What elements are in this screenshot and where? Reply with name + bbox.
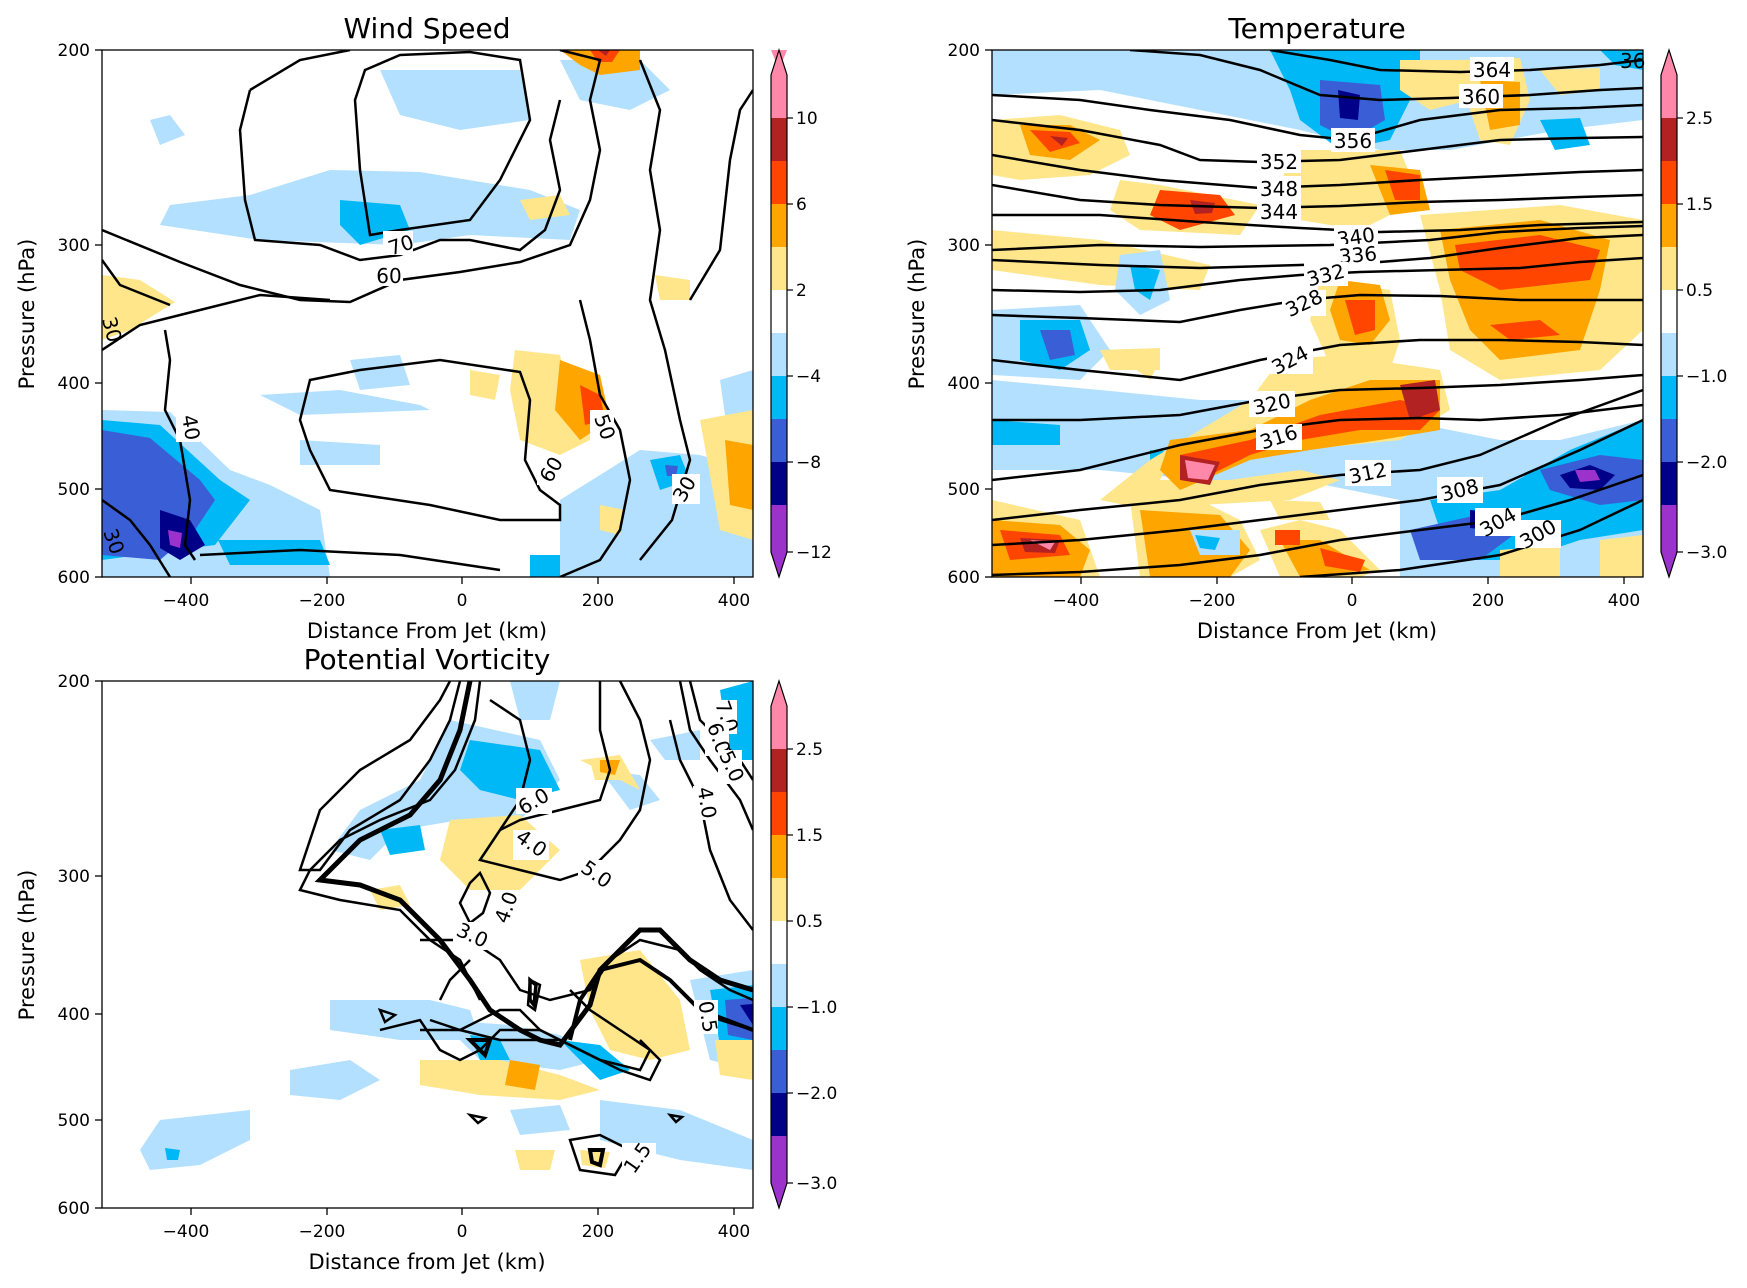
pv-x-tick-2: −200 bbox=[299, 1222, 346, 1242]
wind-speed-title: Wind Speed bbox=[343, 12, 510, 45]
potential-vorticity-panel: Potential Vorticity bbox=[15, 643, 837, 1274]
pv-cb-tick-5: −2.0 bbox=[796, 1084, 837, 1104]
wind-label-60-top: 60 bbox=[376, 264, 401, 288]
wind-y-tick-1: 200 bbox=[58, 41, 90, 61]
wind-x-tick-5: 400 bbox=[718, 591, 750, 611]
temp-y-tick-2: 300 bbox=[948, 236, 980, 256]
temp-y-tick-1: 200 bbox=[948, 41, 980, 61]
pv-cb-tick-6: −3.0 bbox=[796, 1174, 837, 1194]
pv-x-tick-5: 400 bbox=[718, 1222, 750, 1242]
pv-cb-tick-1: 2.5 bbox=[796, 740, 823, 760]
wind-speed-contour-labels: 70 60 30 40 50 60 30 30 bbox=[97, 230, 701, 558]
wind-cb-tick-6: −12 bbox=[796, 543, 832, 563]
temp-x-tick-1: −400 bbox=[1053, 591, 1100, 611]
pv-x-tick-4: 200 bbox=[582, 1222, 614, 1242]
pv-y-label: Pressure (hPa) bbox=[15, 870, 39, 1021]
pv-y-tick-1: 200 bbox=[58, 672, 90, 692]
temperature-contour-labels: 364 360 356 352 348 344 340 336 332 328 … bbox=[1249, 49, 1645, 554]
pv-label-4-0-right: 4.0 bbox=[692, 785, 721, 820]
temp-label-348: 348 bbox=[1260, 177, 1298, 201]
wind-y-tick-5: 600 bbox=[58, 568, 90, 588]
wind-cb-tick-1: 10 bbox=[796, 109, 818, 129]
pv-contours bbox=[298, 681, 753, 1177]
pv-x-tick-1: −400 bbox=[163, 1222, 210, 1242]
pv-y-ticks bbox=[95, 680, 102, 1209]
temp-label-352: 352 bbox=[1260, 150, 1298, 174]
temp-y-tick-4: 500 bbox=[948, 480, 980, 500]
temp-label-364: 364 bbox=[1473, 58, 1511, 82]
pv-y-tick-2: 300 bbox=[58, 867, 90, 887]
pv-y-tick-3: 400 bbox=[58, 1005, 90, 1025]
pv-label-0-5: 0.5 bbox=[693, 999, 722, 1034]
temp-label-360: 360 bbox=[1462, 85, 1500, 109]
wind-cb-tick-3: 2 bbox=[796, 281, 807, 301]
temp-cb-tick-2: 1.5 bbox=[1686, 195, 1713, 215]
temperature-panel: Temperature bbox=[905, 12, 1727, 643]
wind-y-tick-3: 400 bbox=[58, 374, 90, 394]
pv-cb-tick-3: 0.5 bbox=[796, 912, 823, 932]
temp-cb-tick-4: −1.0 bbox=[1686, 367, 1727, 387]
temp-y-tick-5: 600 bbox=[948, 568, 980, 588]
wind-speed-plot-frame bbox=[101, 49, 754, 578]
pv-colorbar: 2.5 1.5 0.5 −1.0 −2.0 −3.0 bbox=[770, 679, 837, 1210]
wind-x-tick-2: −200 bbox=[299, 591, 346, 611]
wind-y-tick-2: 300 bbox=[58, 236, 90, 256]
temp-label-36-edge: 36 bbox=[1620, 49, 1645, 73]
pv-x-tick-3: 0 bbox=[457, 1222, 468, 1242]
pv-y-tick-5: 600 bbox=[58, 1199, 90, 1219]
temp-x-label: Distance From Jet (km) bbox=[1197, 619, 1437, 643]
pv-contour-labels: 7.0 6.0 5.0 6.0 4.0 4.0 5.0 4.0 3.0 0.5 … bbox=[453, 697, 749, 1178]
pv-plot-frame bbox=[101, 680, 754, 1209]
temperature-colorbar: 2.5 1.5 0.5 −1.0 −2.0 −3.0 bbox=[1660, 48, 1727, 579]
wind-speed-fill bbox=[102, 50, 753, 577]
wind-speed-x-ticks bbox=[190, 577, 735, 584]
temperature-x-ticks bbox=[1080, 577, 1625, 584]
pv-x-ticks bbox=[190, 1208, 735, 1215]
temp-y-tick-3: 400 bbox=[948, 374, 980, 394]
wind-x-tick-3: 0 bbox=[457, 591, 468, 611]
temp-label-344: 344 bbox=[1260, 200, 1298, 224]
temp-y-label: Pressure (hPa) bbox=[905, 239, 929, 390]
temp-x-tick-4: 200 bbox=[1472, 591, 1504, 611]
wind-speed-colorbar: 10 6 2 −4 −8 −12 bbox=[770, 48, 832, 579]
wind-cb-tick-2: 6 bbox=[796, 195, 807, 215]
wind-cb-tick-4: −4 bbox=[796, 367, 821, 387]
wind-x-tick-1: −400 bbox=[163, 591, 210, 611]
temperature-title: Temperature bbox=[1227, 12, 1405, 45]
wind-speed-panel: Wind Speed bbox=[15, 12, 832, 643]
wind-y-tick-4: 500 bbox=[58, 480, 90, 500]
temperature-plot-frame bbox=[991, 49, 1644, 578]
temp-label-356: 356 bbox=[1334, 129, 1372, 153]
pv-cb-tick-2: 1.5 bbox=[796, 826, 823, 846]
wind-x-tick-4: 200 bbox=[582, 591, 614, 611]
wind-y-label: Pressure (hPa) bbox=[15, 239, 39, 390]
pv-x-label: Distance from Jet (km) bbox=[308, 1250, 545, 1274]
temp-cb-tick-3: 0.5 bbox=[1686, 281, 1713, 301]
wind-speed-y-ticks bbox=[95, 49, 102, 578]
temp-cb-tick-1: 2.5 bbox=[1686, 109, 1713, 129]
temperature-y-ticks bbox=[985, 49, 992, 578]
wind-speed-contours bbox=[102, 50, 753, 577]
temp-cb-tick-6: −3.0 bbox=[1686, 543, 1727, 563]
wind-x-label: Distance From Jet (km) bbox=[307, 619, 547, 643]
wind-label-40: 40 bbox=[177, 413, 205, 442]
temp-x-tick-2: −200 bbox=[1189, 591, 1236, 611]
temp-x-tick-3: 0 bbox=[1347, 591, 1358, 611]
temp-cb-tick-5: −2.0 bbox=[1686, 453, 1727, 473]
temp-x-tick-5: 400 bbox=[1608, 591, 1640, 611]
pv-cb-tick-4: −1.0 bbox=[796, 998, 837, 1018]
wind-cb-tick-5: −8 bbox=[796, 453, 821, 473]
pv-y-tick-4: 500 bbox=[58, 1111, 90, 1131]
pv-title: Potential Vorticity bbox=[304, 643, 551, 676]
